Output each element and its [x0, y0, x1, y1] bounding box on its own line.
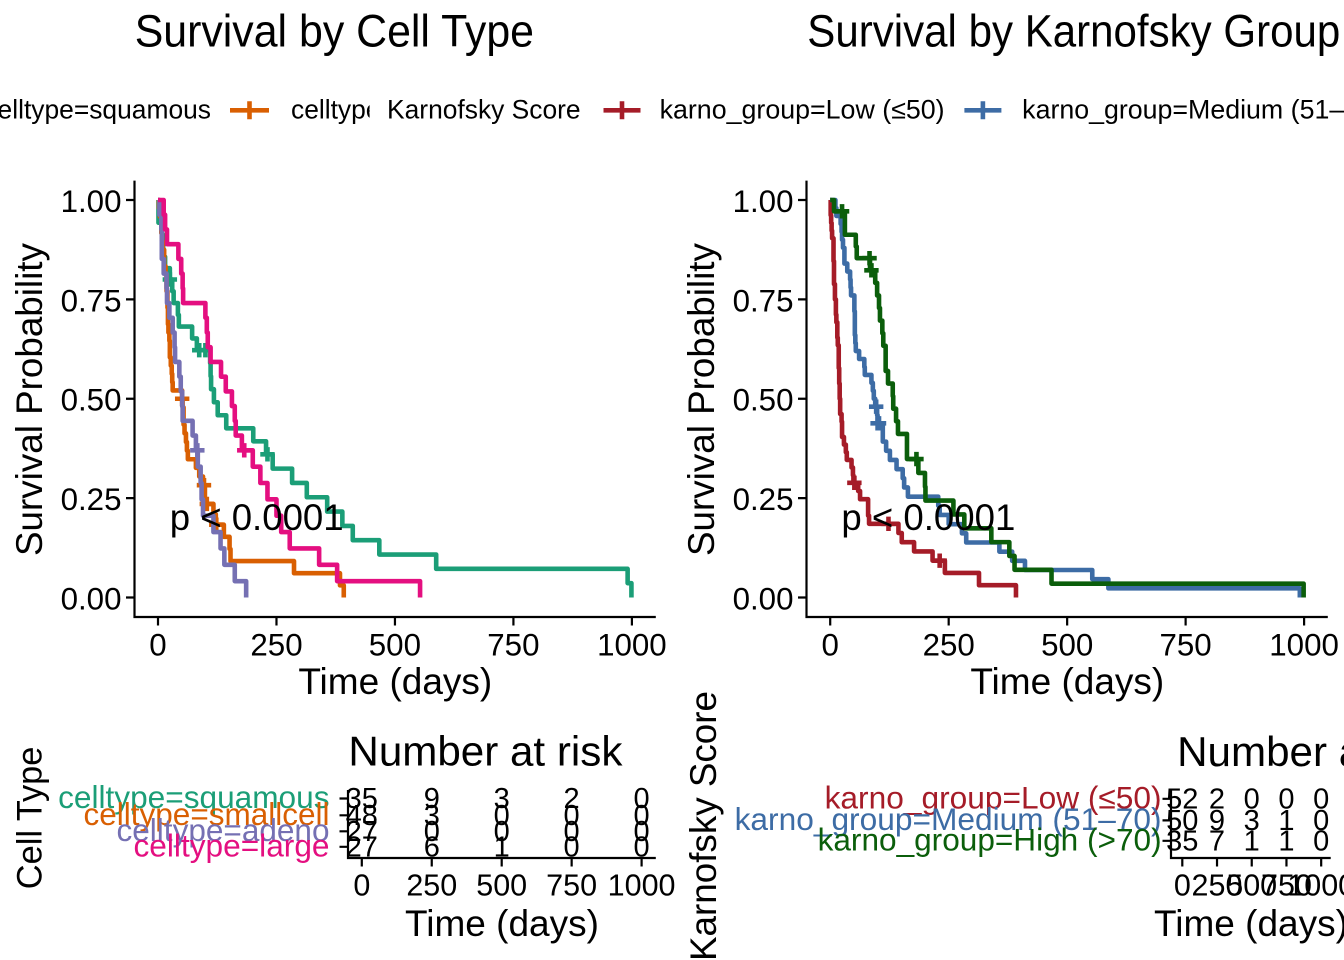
svg-text:0.75: 0.75 [733, 283, 794, 318]
svg-text:1.00: 1.00 [733, 184, 794, 219]
svg-text:750: 750 [546, 868, 597, 902]
svg-text:0: 0 [1278, 784, 1294, 816]
svg-text:celltype=squamous: celltype=squamous [0, 94, 211, 124]
svg-text:Karnofsky Score: Karnofsky Score [683, 691, 724, 960]
svg-text:celltype=smallcell: celltype=smallcell [84, 796, 330, 832]
svg-text:9: 9 [424, 783, 440, 815]
svg-text:1000: 1000 [1287, 868, 1344, 902]
svg-text:0: 0 [424, 816, 440, 848]
svg-text:0: 0 [1313, 784, 1329, 816]
svg-text:0: 0 [353, 868, 370, 902]
svg-text:35: 35 [346, 783, 378, 815]
svg-text:Survival by Cell Type: Survival by Cell Type [135, 6, 534, 57]
svg-text:1000: 1000 [1269, 627, 1339, 662]
svg-text:0: 0 [1244, 784, 1260, 816]
svg-text:0.50: 0.50 [61, 383, 122, 418]
svg-text:27: 27 [346, 816, 378, 848]
svg-text:0: 0 [564, 832, 580, 864]
svg-text:27: 27 [346, 832, 378, 864]
svg-text:Cell Type: Cell Type [11, 747, 50, 890]
svg-text:1: 1 [494, 832, 510, 864]
svg-text:2: 2 [1209, 784, 1225, 816]
svg-text:1: 1 [1278, 805, 1294, 837]
svg-text:0.50: 0.50 [733, 383, 794, 418]
svg-text:Number at risk: Number at risk [1177, 728, 1344, 775]
svg-text:0: 0 [634, 783, 650, 815]
svg-text:karno_group=Medium (51–70): karno_group=Medium (51–70) [1022, 94, 1344, 124]
svg-text:1000: 1000 [597, 627, 667, 662]
svg-text:250: 250 [406, 868, 457, 902]
svg-text:0: 0 [1313, 805, 1329, 837]
svg-text:500: 500 [1041, 627, 1093, 662]
svg-text:0: 0 [1174, 868, 1191, 902]
svg-text:6: 6 [424, 832, 440, 864]
svg-text:0: 0 [564, 816, 580, 848]
svg-text:Number at risk: Number at risk [348, 727, 623, 774]
svg-text:1: 1 [1278, 826, 1294, 858]
svg-text:50: 50 [1166, 805, 1198, 837]
svg-text:0: 0 [1313, 826, 1329, 858]
svg-text:3: 3 [494, 783, 510, 815]
svg-text:2: 2 [564, 783, 580, 815]
svg-text:500: 500 [1226, 868, 1277, 902]
svg-text:500: 500 [369, 627, 421, 662]
svg-text:Time (days): Time (days) [405, 903, 599, 944]
svg-text:750: 750 [487, 627, 539, 662]
svg-text:0: 0 [564, 800, 580, 832]
svg-text:0.00: 0.00 [733, 581, 794, 616]
svg-text:celltype=large: celltype=large [134, 828, 330, 864]
svg-text:0: 0 [494, 800, 510, 832]
svg-text:0: 0 [821, 627, 838, 662]
svg-text:0.75: 0.75 [61, 283, 122, 318]
svg-text:karno_group=Low (≤50): karno_group=Low (≤50) [825, 780, 1162, 816]
svg-text:p < 0.0001: p < 0.0001 [170, 497, 344, 538]
svg-text:250: 250 [1192, 868, 1243, 902]
svg-text:karno_group=High (>70): karno_group=High (>70) [818, 822, 1162, 858]
svg-text:250: 250 [250, 627, 302, 662]
svg-text:karno_group=Low (≤50): karno_group=Low (≤50) [660, 94, 945, 124]
svg-text:0: 0 [634, 816, 650, 848]
svg-text:0.25: 0.25 [733, 482, 794, 517]
svg-text:0: 0 [634, 800, 650, 832]
svg-text:0: 0 [634, 832, 650, 864]
svg-text:1.00: 1.00 [61, 184, 122, 219]
svg-text:Time (days): Time (days) [1154, 903, 1344, 944]
svg-text:karno_group=Medium (51–70): karno_group=Medium (51–70) [735, 801, 1162, 837]
svg-text:52: 52 [1166, 784, 1198, 816]
svg-text:Survival Probability: Survival Probability [9, 242, 50, 556]
svg-text:250: 250 [923, 627, 975, 662]
svg-text:0: 0 [149, 627, 166, 662]
svg-text:35: 35 [1166, 826, 1198, 858]
svg-text:0: 0 [494, 816, 510, 848]
svg-text:0.00: 0.00 [61, 581, 122, 616]
svg-text:Karnofsky Score: Karnofsky Score [387, 94, 581, 124]
svg-text:7: 7 [1209, 826, 1225, 858]
svg-text:Time (days): Time (days) [970, 661, 1164, 702]
svg-text:48: 48 [346, 800, 378, 832]
svg-text:1: 1 [1244, 826, 1260, 858]
svg-text:3: 3 [424, 800, 440, 832]
svg-text:750: 750 [1261, 868, 1312, 902]
svg-text:Time (days): Time (days) [298, 661, 492, 702]
svg-text:Survival by Karnofsky Group: Survival by Karnofsky Group [807, 6, 1340, 57]
svg-text:Survival Probability: Survival Probability [681, 242, 722, 556]
svg-text:p < 0.0001: p < 0.0001 [841, 497, 1015, 538]
svg-text:9: 9 [1209, 805, 1225, 837]
svg-text:500: 500 [476, 868, 527, 902]
svg-text:1000: 1000 [608, 868, 676, 902]
svg-text:celltype=squamous: celltype=squamous [58, 779, 329, 815]
svg-text:0.25: 0.25 [61, 482, 122, 517]
svg-text:3: 3 [1244, 805, 1260, 837]
svg-text:celltype=adeno: celltype=adeno [117, 812, 330, 848]
svg-text:750: 750 [1159, 627, 1211, 662]
